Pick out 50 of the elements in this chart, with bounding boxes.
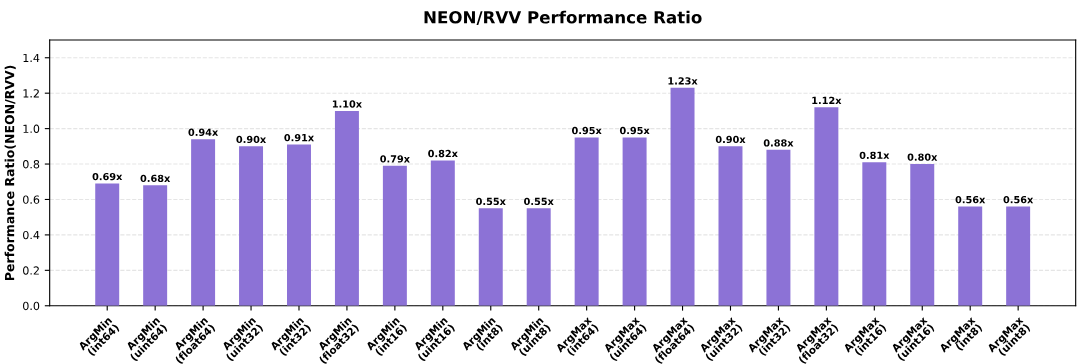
bar: [670, 87, 695, 306]
bar: [382, 165, 407, 306]
data-label: 0.88x: [763, 139, 794, 147]
bar: [478, 208, 503, 306]
bar: [862, 162, 887, 306]
y-tick-label: 1.0: [23, 124, 40, 133]
data-label: 0.68x: [140, 174, 171, 183]
bar: [718, 146, 743, 306]
bar: [191, 139, 216, 306]
bar: [143, 185, 168, 306]
y-axis-title: Performance Ratio(NEON/RVV): [4, 65, 16, 281]
y-tick-label: 0.0: [23, 301, 40, 311]
data-label: 0.94x: [188, 128, 219, 136]
bar: [95, 183, 120, 306]
data-label: 0.95x: [619, 126, 650, 135]
bar: [814, 107, 839, 306]
data-label: 0.55x: [524, 197, 554, 206]
data-label: 0.95x: [571, 126, 602, 135]
bar: [526, 208, 551, 306]
y-tick-label: 1.4: [23, 53, 40, 62]
data-label: 1.23x: [668, 77, 698, 85]
data-label: 0.82x: [428, 149, 458, 158]
bar: [766, 149, 791, 306]
data-label: 0.81x: [859, 151, 890, 159]
data-label: 0.90x: [715, 135, 746, 144]
data-label: 0.80x: [907, 153, 938, 161]
bar: [430, 160, 455, 306]
data-label: 1.12x: [812, 96, 842, 104]
bar: [239, 146, 264, 306]
y-tick-label: 0.4: [23, 230, 40, 240]
bar: [910, 164, 935, 306]
y-tick-label: 0.8: [23, 160, 40, 169]
bar: [958, 206, 983, 306]
data-label: 1.10x: [332, 100, 362, 108]
bar: [1006, 206, 1031, 306]
bar: [574, 137, 599, 306]
y-tick-label: 0.2: [23, 266, 39, 275]
chart-title: NEON/RVV Performance Ratio: [424, 10, 702, 25]
bar: [622, 137, 647, 306]
y-tick-label: 0.6: [23, 195, 40, 204]
bar: [334, 110, 359, 306]
data-label: 0.79x: [380, 155, 410, 163]
data-label: 0.91x: [284, 133, 314, 142]
data-label: 0.56x: [955, 195, 986, 204]
data-label: 0.56x: [1003, 195, 1034, 204]
data-label: 0.55x: [476, 197, 506, 206]
data-label: 0.69x: [92, 172, 123, 181]
y-tick-label: 1.2: [23, 89, 39, 98]
data-label: 0.90x: [236, 135, 267, 144]
bar: [287, 144, 311, 306]
